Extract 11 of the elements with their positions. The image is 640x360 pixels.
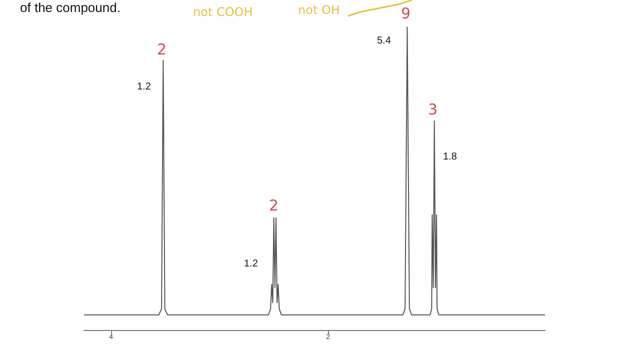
text: not COOH [193, 5, 253, 19]
annotation: 2 [269, 196, 279, 214]
text: 9 [401, 4, 411, 22]
text: of the compound. [20, 0, 120, 15]
annotation: 2 [157, 40, 167, 58]
annotation: 1.2 [137, 82, 152, 92]
annotation: 1.8 [443, 152, 458, 162]
text: not OH [298, 3, 340, 17]
annotation: 3 [428, 100, 438, 118]
annotation: 5.4 [377, 36, 392, 46]
annotation: 1.2 [244, 258, 258, 270]
